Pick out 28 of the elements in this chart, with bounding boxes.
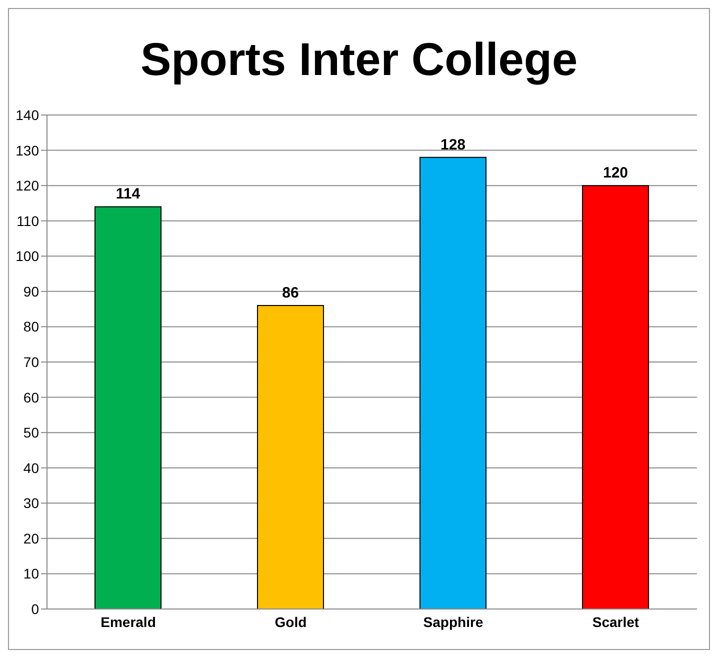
y-tick-label: 50 (23, 424, 40, 441)
y-tick-label: 40 (23, 460, 40, 476)
y-tick-label: 70 (23, 354, 40, 370)
y-tick-label: 110 (16, 212, 40, 229)
data-label: 128 (440, 136, 466, 154)
y-tick-label: 20 (23, 530, 40, 546)
x-tick-label: Gold (274, 614, 307, 630)
x-tick-label: Emerald (100, 614, 156, 630)
data-label: 86 (282, 284, 299, 302)
x-tick-label: Sapphire (423, 614, 484, 630)
y-tick-label: 80 (23, 318, 40, 335)
data-label: 120 (602, 164, 628, 182)
y-tick-label: 120 (16, 178, 40, 194)
bar (582, 185, 649, 609)
bar (257, 305, 324, 609)
x-tick-label: Scarlet (592, 614, 640, 630)
bar (94, 206, 162, 609)
y-tick-label: 10 (23, 566, 40, 582)
y-tick-label: 100 (16, 248, 40, 264)
chart-title: Sports Inter College (139, 32, 579, 87)
y-tick-label: 60 (23, 389, 40, 406)
data-label: 114 (116, 186, 141, 203)
bar (420, 156, 486, 609)
y-tick-label: 130 (16, 142, 40, 158)
y-tick-label: 140 (16, 106, 40, 123)
y-tick-label: 30 (23, 495, 40, 512)
y-tick-label: 0 (31, 600, 40, 617)
y-tick-label: 90 (23, 283, 40, 300)
